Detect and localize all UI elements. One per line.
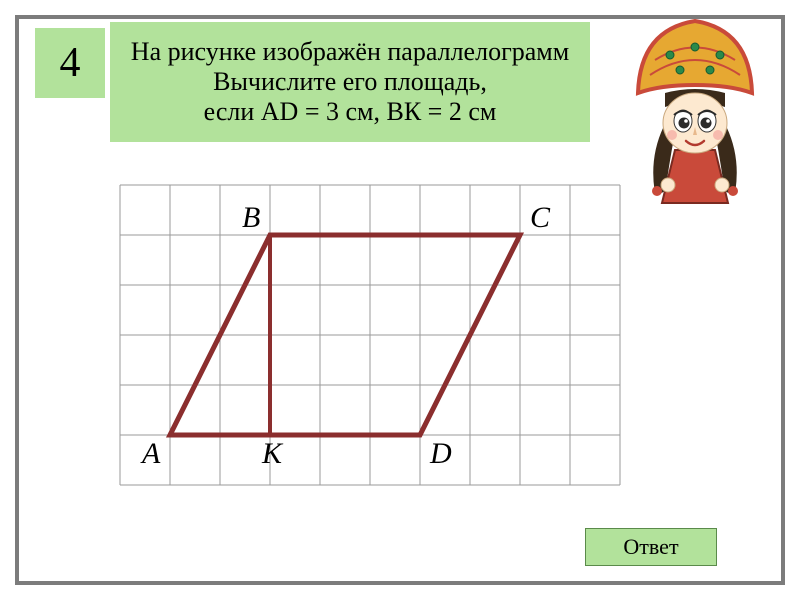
diagram-svg: A B C D K	[100, 165, 640, 505]
svg-text:B: B	[242, 201, 260, 234]
svg-text:A: A	[140, 437, 161, 470]
problem-text-panel: На рисунке изображён параллелограммВычис…	[110, 22, 590, 142]
mascot-svg	[620, 15, 770, 205]
problem-number-text: 4	[60, 39, 81, 87]
geometry-diagram: A B C D K	[100, 165, 640, 505]
problem-number-badge: 4	[35, 28, 105, 98]
mascot-girl	[620, 15, 770, 205]
answer-button[interactable]: Ответ	[585, 528, 717, 566]
svg-text:K: K	[261, 437, 284, 470]
svg-text:C: C	[530, 201, 551, 234]
svg-text:D: D	[429, 437, 452, 470]
problem-text: На рисунке изображён параллелограммВычис…	[131, 37, 569, 127]
answer-button-label: Ответ	[623, 534, 678, 560]
